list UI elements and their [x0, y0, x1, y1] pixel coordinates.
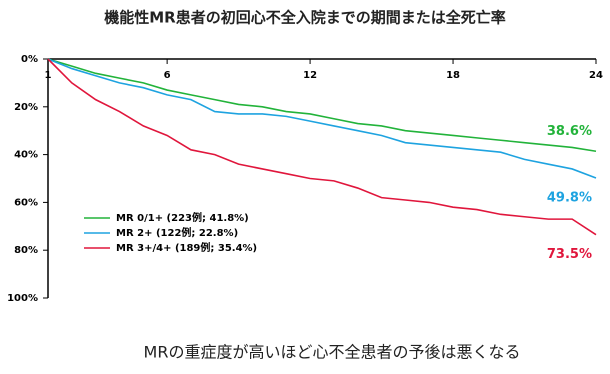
x-tick-label: 24: [589, 70, 603, 81]
x-tick-label: 6: [164, 70, 171, 81]
y-tick-label: 40%: [14, 150, 38, 161]
y-tick-label: 80%: [14, 245, 38, 256]
series-line: [47, 58, 597, 179]
legend-label: MR 3+/4+ (189例; 35.4%): [116, 241, 257, 254]
y-tick-label: 20%: [14, 102, 38, 113]
y-tick-label: 60%: [14, 197, 38, 208]
x-tick-label: 18: [446, 70, 460, 81]
chart-title: 機能性MR患者の初回心不全入院までの期間または全死亡率: [104, 9, 505, 27]
series-line: [47, 58, 597, 153]
end-value-label: 73.5%: [547, 247, 592, 262]
end-value-label: 49.8%: [547, 191, 592, 206]
caption: MRの重症度が高いほど心不全患者の予後は悪くなる: [144, 343, 521, 362]
y-tick-label: 100%: [7, 293, 38, 304]
legend-label: MR 0/1+ (223例; 41.8%): [116, 211, 249, 224]
x-tick-label: 1: [45, 70, 52, 81]
x-tick-label: 12: [303, 70, 317, 81]
end-value-label: 38.6%: [547, 124, 592, 139]
y-tick-label: 0%: [21, 54, 38, 65]
legend-label: MR 2+ (122例; 22.8%): [116, 226, 238, 239]
series-line: [47, 58, 597, 236]
